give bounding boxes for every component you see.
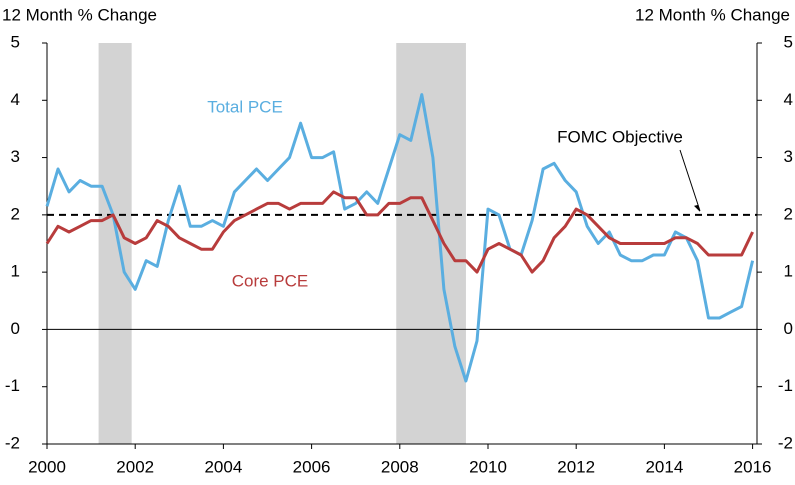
y-tick-label: 3	[11, 147, 20, 166]
y-tick-label: 0	[11, 319, 20, 338]
series-line	[45, 190, 754, 274]
y-tick-label: 2	[11, 204, 20, 223]
y2-tick-label: -2	[778, 433, 793, 452]
reference-arrowhead	[694, 204, 700, 212]
recession-shade	[396, 43, 466, 444]
x-tick-label: 2014	[645, 457, 683, 476]
y2-tick-label: 3	[784, 147, 793, 166]
y2-tick-label: 5	[784, 32, 793, 51]
y-axis-label: 12 Month % Change	[2, 5, 157, 24]
y-tick-label: -1	[5, 376, 20, 395]
x-tick-label: 2000	[28, 457, 66, 476]
x-tick-label: 2006	[293, 457, 331, 476]
series-label: Core PCE	[232, 271, 309, 290]
x-tick-label: 2008	[381, 457, 419, 476]
y2-tick-label: 1	[784, 262, 793, 281]
y-tick-label: 1	[11, 262, 20, 281]
x-tick-label: 2010	[469, 457, 507, 476]
x-tick-label: 2016	[734, 457, 772, 476]
series-label: Total PCE	[207, 97, 283, 116]
y2-tick-label: 4	[784, 90, 793, 109]
reference-arrow	[679, 149, 701, 212]
y-tick-label: 5	[11, 32, 20, 51]
reference-label: FOMC Objective	[557, 127, 683, 146]
y2-axis-label: 12 Month % Change	[635, 5, 790, 24]
recession-shade	[98, 43, 132, 444]
x-tick-label: 2002	[116, 457, 154, 476]
y2-tick-label: -1	[778, 376, 793, 395]
x-tick-label: 2004	[204, 457, 242, 476]
y2-tick-label: 2	[784, 204, 793, 223]
series-line	[45, 93, 755, 383]
y2-tick-label: 0	[784, 319, 793, 338]
y-tick-label: 4	[11, 90, 20, 109]
x-tick-label: 2012	[557, 457, 595, 476]
y-tick-label: -2	[5, 433, 20, 452]
